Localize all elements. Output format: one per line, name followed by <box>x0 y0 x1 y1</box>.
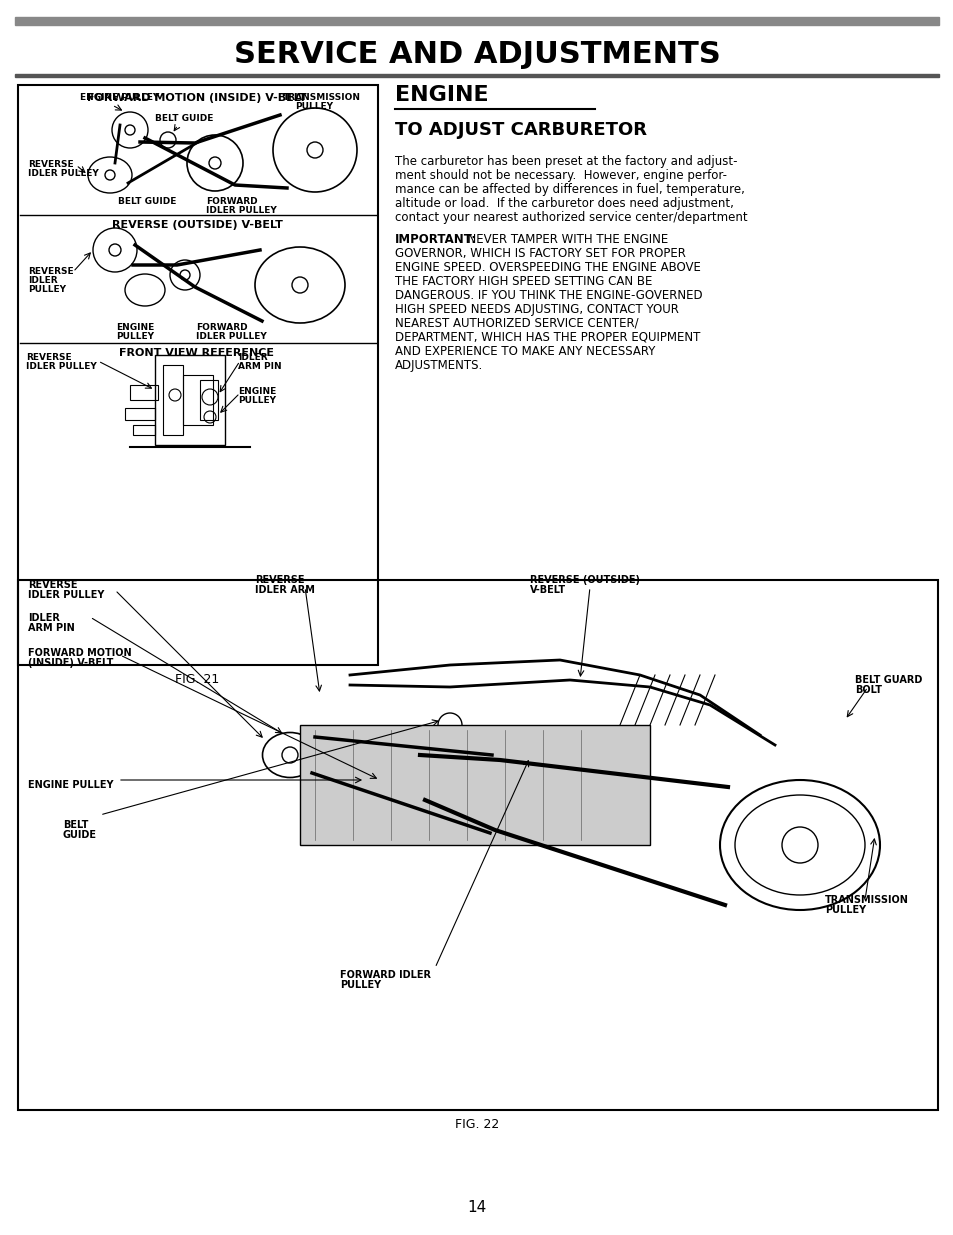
Text: ENGINE SPEED. OVERSPEEDING THE ENGINE ABOVE: ENGINE SPEED. OVERSPEEDING THE ENGINE AB… <box>395 261 700 274</box>
Text: IDLER PULLEY: IDLER PULLEY <box>26 362 96 370</box>
Text: ENGINE: ENGINE <box>116 324 154 332</box>
Text: REVERSE: REVERSE <box>26 353 71 362</box>
Text: REVERSE (OUTSIDE) V-BELT: REVERSE (OUTSIDE) V-BELT <box>112 220 282 230</box>
Bar <box>15 17 938 25</box>
Text: mance can be affected by differences in fuel, temperature,: mance can be affected by differences in … <box>395 183 744 196</box>
Text: FRONT VIEW REFERENCE: FRONT VIEW REFERENCE <box>119 348 274 358</box>
Text: ENGINE: ENGINE <box>395 85 488 105</box>
Text: ENGINE: ENGINE <box>237 387 276 396</box>
Text: BELT GUARD: BELT GUARD <box>854 676 922 685</box>
Text: IDLER PULLEY: IDLER PULLEY <box>28 590 104 600</box>
Text: FORWARD: FORWARD <box>206 198 257 206</box>
Bar <box>18 580 937 1110</box>
Bar <box>183 375 213 425</box>
Text: ARM PIN: ARM PIN <box>28 622 74 634</box>
Text: ENGINE PULLEY: ENGINE PULLEY <box>28 781 113 790</box>
Text: NEVER TAMPER WITH THE ENGINE: NEVER TAMPER WITH THE ENGINE <box>459 233 667 246</box>
Text: REVERSE: REVERSE <box>28 161 73 169</box>
Text: PULLEY: PULLEY <box>339 981 381 990</box>
Bar <box>18 85 377 664</box>
Text: ment should not be necessary.  However, engine perfor-: ment should not be necessary. However, e… <box>395 169 726 182</box>
Text: altitude or load.  If the carburetor does need adjustment,: altitude or load. If the carburetor does… <box>395 198 733 210</box>
Text: TO ADJUST CARBURETOR: TO ADJUST CARBURETOR <box>395 121 646 140</box>
Text: REVERSE (OUTSIDE): REVERSE (OUTSIDE) <box>530 576 639 585</box>
Text: ARM PIN: ARM PIN <box>237 362 281 370</box>
Text: IDLER PULLEY: IDLER PULLEY <box>28 169 99 178</box>
Text: NEAREST AUTHORIZED SERVICE CENTER/: NEAREST AUTHORIZED SERVICE CENTER/ <box>395 317 638 330</box>
Text: DEPARTMENT, WHICH HAS THE PROPER EQUIPMENT: DEPARTMENT, WHICH HAS THE PROPER EQUIPME… <box>395 331 700 345</box>
Text: FORWARD MOTION: FORWARD MOTION <box>28 648 132 658</box>
Bar <box>132 425 154 435</box>
Text: ADJUSTMENTS.: ADJUSTMENTS. <box>395 359 483 372</box>
Text: REVERSE: REVERSE <box>28 580 77 590</box>
Text: IDLER ARM: IDLER ARM <box>254 585 314 595</box>
Text: HIGH SPEED NEEDS ADJUSTING, CONTACT YOUR: HIGH SPEED NEEDS ADJUSTING, CONTACT YOUR <box>395 303 679 316</box>
Text: PULLEY: PULLEY <box>824 905 865 915</box>
Text: contact your nearest authorized service center/department: contact your nearest authorized service … <box>395 211 747 224</box>
Bar <box>299 725 649 845</box>
Text: TRANSMISSION: TRANSMISSION <box>283 93 360 103</box>
Text: DANGEROUS. IF YOU THINK THE ENGINE-GOVERNED: DANGEROUS. IF YOU THINK THE ENGINE-GOVER… <box>395 289 702 303</box>
Text: IMPORTANT:: IMPORTANT: <box>395 233 476 246</box>
Text: FORWARD: FORWARD <box>195 324 248 332</box>
Text: BELT GUIDE: BELT GUIDE <box>154 114 213 124</box>
Text: SERVICE AND ADJUSTMENTS: SERVICE AND ADJUSTMENTS <box>233 40 720 69</box>
Text: FORWARD MOTION (INSIDE) V-BELT: FORWARD MOTION (INSIDE) V-BELT <box>87 93 307 103</box>
Text: FIG. 21: FIG. 21 <box>174 673 219 685</box>
Text: V-BELT: V-BELT <box>530 585 565 595</box>
Text: IDLER PULLEY: IDLER PULLEY <box>195 332 267 341</box>
Text: GUIDE: GUIDE <box>63 830 97 840</box>
Bar <box>200 380 218 420</box>
Text: PULLEY: PULLEY <box>237 396 275 405</box>
Bar <box>130 385 158 400</box>
Text: BELT GUIDE: BELT GUIDE <box>118 198 176 206</box>
Bar <box>125 408 154 420</box>
Text: TRANSMISSION: TRANSMISSION <box>824 895 908 905</box>
Text: (INSIDE) V-BELT: (INSIDE) V-BELT <box>28 658 113 668</box>
Text: REVERSE: REVERSE <box>254 576 304 585</box>
Text: IDLER: IDLER <box>28 613 60 622</box>
Text: FIG. 22: FIG. 22 <box>455 1118 498 1131</box>
Text: FORWARD IDLER: FORWARD IDLER <box>339 969 431 981</box>
Text: THE FACTORY HIGH SPEED SETTING CAN BE: THE FACTORY HIGH SPEED SETTING CAN BE <box>395 275 652 288</box>
Text: GOVERNOR, WHICH IS FACTORY SET FOR PROPER: GOVERNOR, WHICH IS FACTORY SET FOR PROPE… <box>395 247 685 261</box>
Bar <box>163 366 183 435</box>
Text: REVERSE: REVERSE <box>28 267 73 275</box>
Bar <box>154 354 225 445</box>
Text: PULLEY: PULLEY <box>294 103 333 111</box>
Text: 14: 14 <box>467 1200 486 1215</box>
Text: IDLER: IDLER <box>28 275 57 285</box>
Text: BELT: BELT <box>63 820 89 830</box>
Text: IDLER: IDLER <box>237 353 268 362</box>
Text: BOLT: BOLT <box>854 685 882 695</box>
Text: PULLEY: PULLEY <box>116 332 153 341</box>
Text: IDLER PULLEY: IDLER PULLEY <box>206 206 276 215</box>
Text: AND EXPERIENCE TO MAKE ANY NECESSARY: AND EXPERIENCE TO MAKE ANY NECESSARY <box>395 345 655 358</box>
Bar <box>15 74 938 77</box>
Text: The carburetor has been preset at the factory and adjust-: The carburetor has been preset at the fa… <box>395 156 737 168</box>
Text: ENGINE PULLEY: ENGINE PULLEY <box>80 93 159 103</box>
Text: PULLEY: PULLEY <box>28 285 66 294</box>
